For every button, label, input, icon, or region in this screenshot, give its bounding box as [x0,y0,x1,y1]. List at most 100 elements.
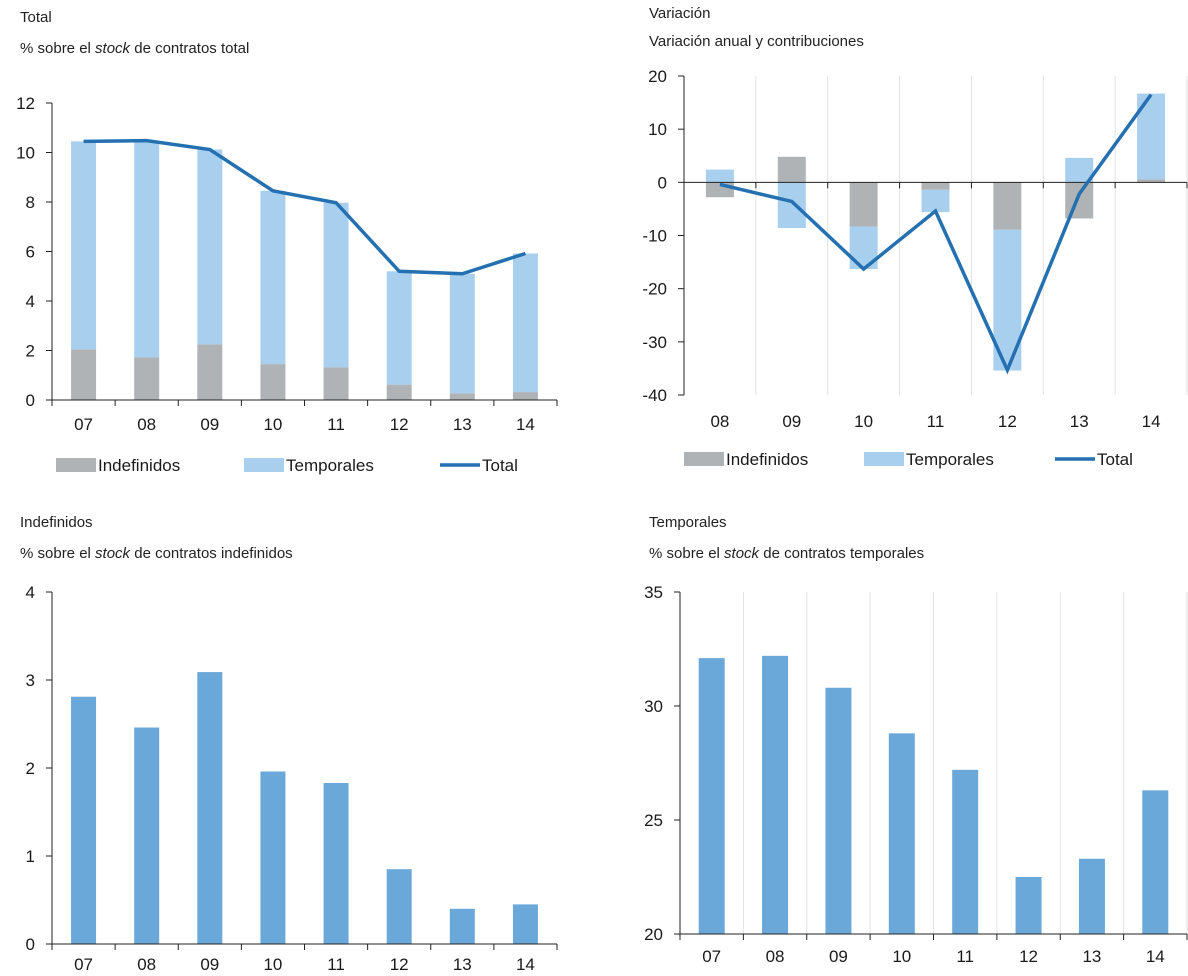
temporales-x-tick-label-07: 07 [702,947,721,966]
variacion-panel-title: Variación [649,5,711,22]
variacion-y-tick-label: -10 [642,227,667,246]
temporales-y-tick-label: 20 [644,925,663,944]
indefinidos-x-tick-label-14: 14 [516,955,535,974]
variacion-y-tick-label: -40 [642,386,667,405]
variacion-legend-label-total: Total [1097,450,1133,469]
indefinidos-x-tick-label-10: 10 [263,955,282,974]
total-bar-temporales-09 [197,149,223,345]
variacion-legend-label-indefinidos: Indefinidos [726,450,808,469]
total-bar-temporales-08 [134,140,160,358]
total-x-tick-label-14: 14 [516,415,535,434]
indefinidos-y-tick-label: 3 [26,671,35,690]
variacion-bar-indefinidos-09 [777,156,806,183]
variacion-x-tick-label-11: 11 [927,412,945,431]
indefinidos-x-tick-label-12: 12 [390,955,409,974]
variacion-bar-indefinidos-14 [1137,179,1166,183]
total-bar-indefinidos-11 [323,367,349,400]
total-x-tick-label-12: 12 [390,415,409,434]
variacion-x-tick-label-12: 12 [998,412,1017,431]
total-y-tick-label: 6 [26,243,35,262]
total-sub-em: stock [95,40,131,57]
temporales-x-tick-label-09: 09 [829,947,848,966]
indefinidos-y-tick-label: 0 [26,935,35,954]
variacion-x-tick-label-08: 08 [710,412,729,431]
variacion-legend-label-temporales: Temporales [906,450,994,469]
total-x-tick-label-08: 08 [137,415,156,434]
total-sub-prefix: % sobre el [20,40,96,57]
total-y-tick-label: 4 [26,292,35,311]
temporales-x-tick-label-12: 12 [1019,947,1038,966]
total-line-total [83,138,526,276]
indef-sub-prefix: % sobre el [20,545,96,562]
variacion-bar-indefinidos-11 [921,182,950,190]
variacion-bar-temporales-11 [921,189,950,213]
temporales-panel-title: Temporales [649,514,727,531]
indefinidos-panel-title: Indefinidos [20,514,93,531]
indefinidos-bar-10 [260,771,286,944]
temporales-x-tick-label-11: 11 [956,947,974,966]
total-bar-temporales-11 [323,202,349,368]
variacion-legend-swatch-temporales [864,452,904,466]
total-y-tick-label: 8 [26,193,35,212]
indefinidos-x-tick-label-09: 09 [200,955,219,974]
temporales-bar-11 [952,769,979,934]
indefinidos-bar-08 [134,727,160,944]
variacion-bar-temporales-08 [705,169,734,183]
total-bar-indefinidos-10 [260,364,286,400]
temporales-panel-subtitle: % sobre el stock de contratos temporales [649,545,924,562]
indefinidos-y-tick-label: 2 [26,759,35,778]
total-bar-temporales-10 [260,190,286,365]
total-bar-temporales-12 [386,271,412,385]
indefinidos-bar-07 [71,696,97,944]
total-x-tick-label-09: 09 [200,415,219,434]
total-legend-swatch-temporales [244,458,284,472]
indefinidos-y-tick-label: 4 [26,583,35,602]
temporales-x-tick-label-13: 13 [1082,947,1101,966]
indefinidos-bar-14 [512,904,538,944]
indefinidos-bar-11 [323,782,349,944]
total-x-tick-label-07: 07 [74,415,93,434]
variacion-y-tick-label: 0 [658,173,667,192]
temporales-x-tick-label-08: 08 [766,947,785,966]
total-bar-indefinidos-09 [197,344,223,400]
temporales-bar-08 [762,655,789,934]
total-x-tick-label-10: 10 [263,415,282,434]
indefinidos-x-tick-label-13: 13 [453,955,472,974]
variacion-bar-temporales-09 [777,182,806,229]
total-y-tick-label: 2 [26,342,35,361]
total-panel-subtitle: % sobre el stock de contratos total [20,40,249,57]
total-bar-indefinidos-08 [134,357,160,400]
total-legend-label-total: Total [482,456,518,475]
total-y-tick-label: 12 [16,94,35,113]
indefinidos-y-tick-label: 1 [26,847,35,866]
temporales-y-tick-label: 25 [644,811,663,830]
variacion-legend-swatch-indefinidos [684,452,724,466]
variacion-y-tick-label: 10 [648,120,667,139]
indefinidos-x-tick-label-07: 07 [74,955,93,974]
total-x-tick-label-11: 11 [327,415,345,434]
total-x-tick-label-13: 13 [453,415,472,434]
temporales-bar-07 [698,658,725,934]
variacion-y-tick-label: 20 [648,67,667,86]
indefinidos-x-tick-label-08: 08 [137,955,156,974]
variacion-bar-indefinidos-12 [993,182,1022,230]
indef-sub-suffix: de contratos indefinidos [130,545,293,562]
temporales-y-tick-label: 30 [644,697,663,716]
temp-sub-suffix: de contratos temporales [759,545,925,562]
total-bar-temporales-14 [512,253,538,393]
temporales-x-tick-label-10: 10 [892,947,911,966]
variacion-panel-subtitle: Variación anual y contribuciones [649,33,864,50]
indefinidos-bar-12 [386,869,412,944]
temp-sub-prefix: % sobre el [649,545,725,562]
total-bar-indefinidos-14 [512,392,538,400]
temporales-bar-14 [1142,790,1169,934]
total-legend-label-indefinidos: Indefinidos [98,456,180,475]
variacion-y-tick-label: -30 [642,333,667,352]
variacion-bar-indefinidos-10 [849,182,878,227]
variacion-x-tick-label-09: 09 [782,412,801,431]
indefinidos-x-tick-label-11: 11 [327,955,345,974]
total-legend-label-temporales: Temporales [286,456,374,475]
temp-sub-em: stock [724,545,760,562]
total-bar-temporales-13 [449,273,475,394]
